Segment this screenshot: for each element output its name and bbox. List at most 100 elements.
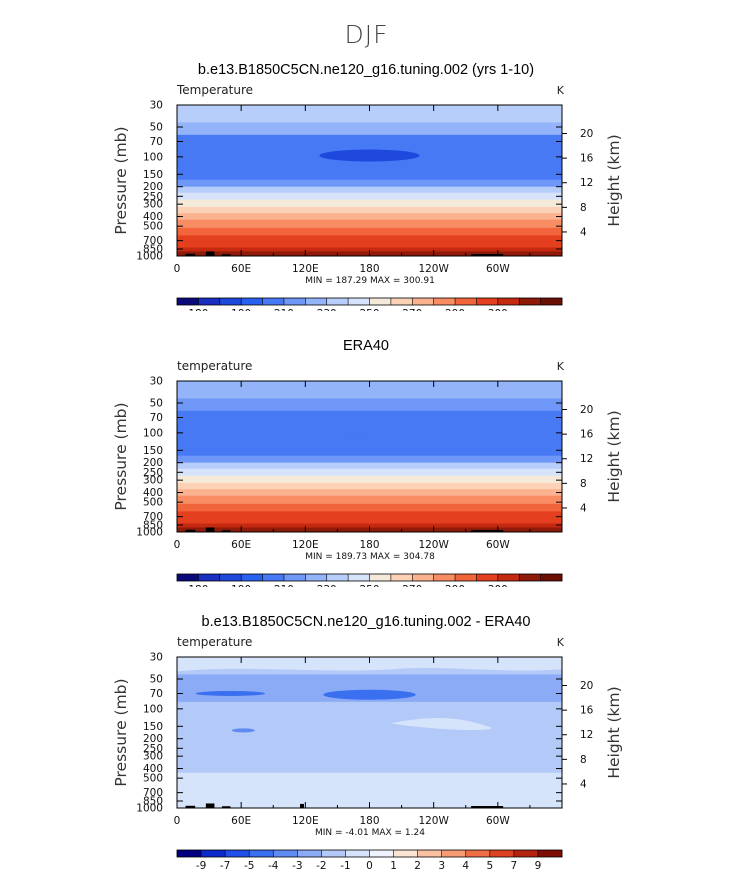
y-axis-title: Pressure (mb) — [112, 402, 130, 510]
y-tick-label: 1000 — [136, 251, 163, 263]
temperature-band — [177, 468, 562, 476]
colorbar-label: 9 — [535, 860, 542, 872]
colorbar-swatch — [297, 850, 322, 857]
y-right-tick-label: 16 — [580, 429, 594, 441]
y-tick-label: 150 — [143, 169, 163, 181]
colorbar-swatch — [369, 574, 392, 581]
cold-core-blob — [337, 431, 373, 433]
colorbar-label: 2 — [414, 860, 421, 872]
colorbar-label: 230 — [317, 308, 337, 311]
colorbar-swatch — [497, 298, 520, 305]
y-tick-label: 100 — [143, 151, 163, 163]
x-tick-label: 120W — [418, 539, 449, 551]
y-tick-label: 700 — [143, 511, 163, 523]
temperature-band — [177, 398, 562, 412]
colorbar-swatch — [219, 574, 242, 581]
colorbar-swatch — [390, 298, 413, 305]
colorbar-swatch — [390, 574, 413, 581]
colorbar-label: 190 — [231, 584, 251, 587]
y-axis-title: Pressure (mb) — [112, 126, 130, 234]
chart-title: b.e13.B1850C5CN.ne120_g16.tuning.002 (yr… — [198, 62, 534, 78]
colorbar-label: 210 — [274, 584, 294, 587]
x-tick-label: 120E — [292, 815, 319, 827]
colorbar-swatch — [441, 850, 467, 857]
topography — [471, 806, 504, 808]
y-tick-label: 250 — [143, 467, 163, 479]
colorbar-swatch — [348, 298, 370, 305]
y-tick-label: 250 — [143, 191, 163, 203]
topography — [221, 254, 231, 256]
y-right-tick-label: 12 — [580, 177, 593, 189]
temperature-band — [177, 503, 562, 512]
temperature-band — [177, 192, 562, 200]
temperature-band — [177, 495, 562, 505]
temperature-band — [177, 213, 562, 220]
y-tick-label: 700 — [143, 235, 163, 247]
y-right-tick-label: 8 — [580, 202, 587, 214]
colorbar-label: 3 — [438, 860, 445, 872]
y-axis-title: Pressure (mb) — [112, 678, 130, 786]
temperature-band — [177, 517, 562, 524]
colorbar-swatch — [283, 574, 306, 581]
warm-anomaly-region — [177, 778, 562, 808]
colorbar-swatch — [177, 298, 199, 305]
temperature-chart-difference: b.e13.B1850C5CN.ne120_g16.tuning.002 - E… — [112, 614, 623, 872]
colorbar-swatch — [417, 850, 442, 857]
y-right-tick-label: 16 — [580, 705, 594, 717]
temperature-band — [177, 186, 562, 194]
y-right-tick-label: 4 — [580, 778, 587, 790]
colorbar-swatch — [540, 574, 563, 581]
colorbar-label: 290 — [445, 308, 465, 311]
colorbar-swatch — [519, 298, 541, 305]
colorbar-swatch — [249, 850, 274, 857]
colorbar-swatch — [540, 298, 563, 305]
chart-panel-model: b.e13.B1850C5CN.ne120_g16.tuning.002 (yr… — [0, 56, 733, 311]
colorbar-label: -2 — [316, 860, 326, 872]
temperature-band — [177, 227, 562, 236]
topography — [471, 530, 504, 532]
y-tick-label: 850 — [143, 796, 163, 808]
temperature-band — [177, 241, 562, 248]
temperature-band — [177, 219, 562, 229]
colorbar-swatch — [455, 574, 477, 581]
topography — [185, 529, 196, 532]
colorbar-swatch — [262, 298, 285, 305]
colorbar-swatch — [393, 850, 418, 857]
page-title: DJF — [344, 20, 389, 49]
temperature-band — [177, 482, 562, 490]
colorbar-swatch — [321, 850, 346, 857]
y-tick-label: 30 — [150, 652, 163, 664]
y-tick-label: 500 — [143, 773, 163, 785]
colorbar-swatch — [489, 850, 515, 857]
y-tick-label: 850 — [143, 520, 163, 532]
y-tick-label: 200 — [143, 733, 163, 745]
y-tick-label: 500 — [143, 221, 163, 233]
y-tick-label: 300 — [143, 475, 163, 487]
topography — [185, 805, 196, 808]
field-label: temperature — [177, 359, 252, 373]
colorbar-label: 230 — [317, 584, 337, 587]
y-tick-label: 50 — [150, 397, 163, 409]
y-tick-label: 700 — [143, 787, 163, 799]
y-tick-label: 300 — [143, 199, 163, 211]
y-right-tick-label: 4 — [580, 502, 587, 514]
y-tick-label: 150 — [143, 721, 163, 733]
colorbar-swatch — [476, 574, 499, 581]
chart-panel-difference: b.e13.B1850C5CN.ne120_g16.tuning.002 - E… — [0, 608, 733, 872]
units-label: K — [557, 636, 565, 649]
x-tick-label: 180 — [359, 815, 379, 827]
y-tick-label: 200 — [143, 457, 163, 469]
colorbar-label: 250 — [359, 308, 379, 311]
x-tick-label: 120E — [292, 263, 319, 275]
cold-anomaly-region — [177, 751, 562, 773]
y-right-tick-label: 20 — [580, 128, 593, 140]
chart-panel-era40: ERA40 temperature K 30 50 70 100 150 200 250 300 40… — [0, 332, 733, 587]
field-label: Temperature — [176, 83, 253, 97]
y-right-axis-title: Height (km) — [605, 134, 623, 226]
colorbar-swatch — [198, 298, 221, 305]
topography — [205, 527, 215, 532]
y-tick-label: 250 — [143, 743, 163, 755]
temperature-band — [177, 199, 562, 208]
x-tick-label: 120W — [418, 815, 449, 827]
y-right-axis-title: Height (km) — [605, 410, 623, 502]
